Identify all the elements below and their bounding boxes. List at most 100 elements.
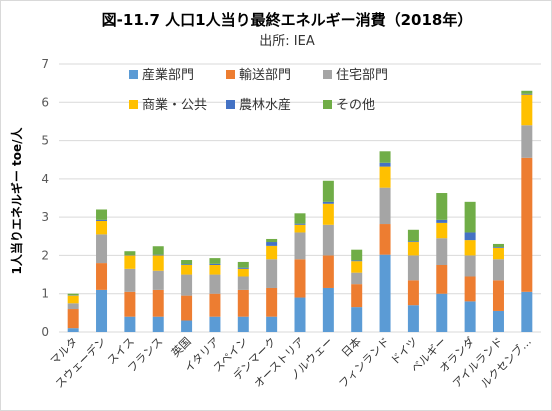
bar-segment bbox=[521, 157, 533, 292]
bar-segment bbox=[237, 267, 249, 269]
bar-segment bbox=[209, 316, 221, 332]
bar-segment bbox=[237, 276, 249, 290]
legend-label: 住宅部門 bbox=[336, 68, 388, 83]
bar-segment bbox=[96, 209, 108, 220]
bar-segment bbox=[67, 293, 79, 296]
y-tick-label: 3 bbox=[41, 210, 49, 224]
bar-segment bbox=[294, 297, 306, 332]
bar-segment bbox=[181, 264, 193, 265]
y-tick-label: 4 bbox=[41, 172, 49, 186]
bar-segment bbox=[266, 259, 278, 288]
bar-segment bbox=[266, 238, 278, 243]
bar-segment bbox=[209, 265, 221, 275]
bar-segment bbox=[266, 287, 278, 317]
bar-segment bbox=[351, 260, 363, 262]
legend-swatch bbox=[226, 100, 235, 109]
x-tick-label: 英国 bbox=[168, 334, 193, 359]
bar-segment bbox=[351, 249, 363, 261]
bar-segment bbox=[152, 270, 164, 290]
legend-swatch bbox=[226, 70, 235, 79]
bar-segment bbox=[351, 284, 363, 308]
x-tick-label: フィンランド bbox=[336, 335, 392, 391]
y-axis-ticks: 0 1 2 3 4 5 6 7 bbox=[41, 57, 49, 339]
bar-segment bbox=[209, 258, 221, 264]
bar-segment bbox=[124, 251, 136, 256]
bar-segment bbox=[96, 234, 108, 264]
bar-segment bbox=[181, 274, 193, 296]
bar-segment bbox=[96, 219, 108, 221]
bar-segment bbox=[492, 259, 504, 281]
bar-segment bbox=[322, 255, 334, 288]
chart-title: 図-11.7 人口1人当り最終エネルギー消費（2018年） bbox=[102, 11, 473, 29]
bar-segment bbox=[294, 259, 306, 298]
bar-segment bbox=[181, 260, 193, 265]
bar-segment bbox=[492, 247, 504, 260]
bar-segment bbox=[464, 201, 476, 233]
bar-segment bbox=[67, 303, 79, 310]
bar-segment bbox=[492, 280, 504, 311]
bar-segment bbox=[96, 220, 108, 235]
bar-segment bbox=[209, 263, 221, 265]
bar-segment bbox=[464, 301, 476, 332]
chart-subtitle: 出所: IEA bbox=[259, 34, 315, 49]
bar-segment bbox=[96, 263, 108, 290]
bar-segment bbox=[294, 213, 306, 224]
y-tick-label: 6 bbox=[41, 95, 49, 109]
bar-segment bbox=[521, 90, 533, 94]
bar-segment bbox=[322, 287, 334, 332]
x-tick-label: 日本 bbox=[338, 334, 363, 359]
bar-segment bbox=[237, 261, 249, 268]
bar-segment bbox=[152, 254, 164, 256]
bar-segment bbox=[407, 242, 419, 256]
bar-segment bbox=[294, 223, 306, 225]
bar-segment bbox=[521, 93, 533, 95]
legend-swatch bbox=[323, 100, 332, 109]
bar-segment bbox=[492, 243, 504, 248]
bar-segment bbox=[181, 265, 193, 275]
bar-segment bbox=[436, 238, 448, 265]
legend-swatch bbox=[129, 70, 138, 79]
y-tick-label: 2 bbox=[41, 248, 49, 262]
bar-segment bbox=[209, 293, 221, 317]
bar-segment bbox=[464, 240, 476, 256]
legend-label: 農林水産 bbox=[239, 97, 291, 113]
bar-segment bbox=[407, 280, 419, 306]
bar-segment bbox=[492, 310, 504, 332]
bar-segment bbox=[521, 125, 533, 158]
bar-segment bbox=[181, 295, 193, 321]
legend-swatch bbox=[129, 100, 138, 109]
bar-segment bbox=[351, 261, 363, 273]
y-tick-label: 1 bbox=[41, 287, 49, 301]
bar-segment bbox=[322, 224, 334, 256]
bar-segment bbox=[436, 222, 448, 239]
bar-segment bbox=[436, 293, 448, 332]
bar-segment bbox=[407, 255, 419, 281]
bar-segment bbox=[407, 305, 419, 332]
bar-segment bbox=[351, 307, 363, 332]
bar-segment bbox=[124, 268, 136, 292]
y-tick-label: 7 bbox=[41, 57, 49, 71]
bar-segment bbox=[436, 219, 448, 223]
bar-segment bbox=[407, 229, 419, 242]
bar-segment bbox=[492, 247, 504, 248]
legend-label: 輸送部門 bbox=[239, 68, 291, 83]
bar-segment bbox=[294, 232, 306, 260]
bar-segment bbox=[124, 255, 136, 269]
bar-segment bbox=[96, 289, 108, 332]
bar-segment bbox=[294, 224, 306, 233]
bar-segment bbox=[379, 162, 391, 167]
bar-segment bbox=[152, 289, 164, 317]
bar-segment bbox=[379, 166, 391, 188]
bar-segment bbox=[67, 295, 79, 304]
legend-label: 商業・公共 bbox=[142, 97, 207, 113]
bar-segment bbox=[322, 201, 334, 204]
bar-segment bbox=[322, 203, 334, 225]
bar-segment bbox=[67, 328, 79, 332]
bar-segment bbox=[152, 316, 164, 332]
bar-segment bbox=[124, 316, 136, 332]
bar-segment bbox=[266, 245, 278, 260]
